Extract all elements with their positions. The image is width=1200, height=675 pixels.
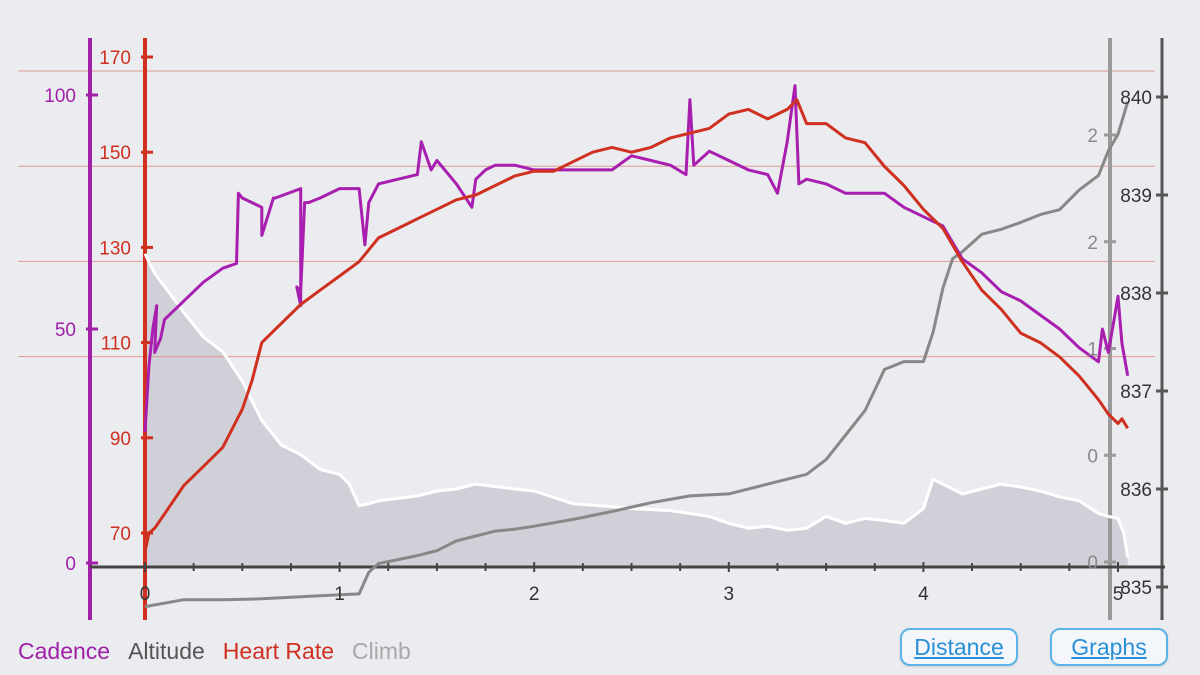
altitude-tick-label: 838 xyxy=(1120,284,1152,305)
legend-altitude: Altitude xyxy=(128,638,205,664)
climb-tick-label: 2 xyxy=(1087,233,1098,254)
heart-rate-tick-label: 130 xyxy=(99,238,131,259)
heart-rate-tick-label: 70 xyxy=(110,524,131,545)
heart-rate-tick-label: 110 xyxy=(101,334,131,355)
legend-heart-rate: Heart Rate xyxy=(222,638,335,664)
legend-climb: Climb xyxy=(352,638,411,664)
series-heart-rate xyxy=(143,98,1129,553)
x-tick-label: 3 xyxy=(724,584,735,605)
cadence-tick-label: 0 xyxy=(65,554,76,575)
x-tick-label: 0 xyxy=(140,584,151,605)
altitude-tick-label: 840 xyxy=(1120,88,1152,109)
series-altitude xyxy=(143,253,1130,558)
altitude-area xyxy=(145,253,1128,568)
altitude-tick-label: 837 xyxy=(1120,382,1152,403)
climb-tick-label: 1 xyxy=(1087,340,1098,361)
heart-rate-tick-label: 150 xyxy=(99,143,131,164)
series-climb xyxy=(144,101,1130,609)
x-tick-label: 2 xyxy=(529,584,540,605)
climb-tick-label: 2 xyxy=(1087,126,1098,147)
series xyxy=(143,84,1130,609)
x-tick-label: 4 xyxy=(918,584,929,605)
x-tick-label: 1 xyxy=(334,584,345,605)
altitude-tick-label: 835 xyxy=(1120,578,1152,599)
heart-rate-tick-label: 90 xyxy=(110,429,131,450)
x-tick-label: 5 xyxy=(1113,584,1124,605)
climb-tick-label: 0 xyxy=(1087,446,1098,467)
graphs-button[interactable]: Graphs xyxy=(1050,628,1168,666)
legend-cadence: Cadence xyxy=(18,638,111,664)
series-cadence xyxy=(143,84,1130,433)
altitude-tick-label: 836 xyxy=(1120,480,1152,501)
altitude-fill xyxy=(145,253,1128,568)
tick-labels: 0 1 2 3 4 51005001701501301109070221008408398… xyxy=(44,48,1152,605)
altitude-tick-label: 839 xyxy=(1120,186,1152,207)
legend: Cadence Altitude Heart Rate Climb xyxy=(18,638,411,665)
axes xyxy=(86,38,1168,620)
distance-button[interactable]: Distance xyxy=(900,628,1018,666)
cadence-tick-label: 100 xyxy=(44,86,76,107)
gridlines xyxy=(18,70,1155,358)
heart-rate-tick-label: 170 xyxy=(99,48,131,69)
cadence-tick-label: 50 xyxy=(55,320,76,341)
climb-tick-label: 0 xyxy=(1087,553,1098,574)
